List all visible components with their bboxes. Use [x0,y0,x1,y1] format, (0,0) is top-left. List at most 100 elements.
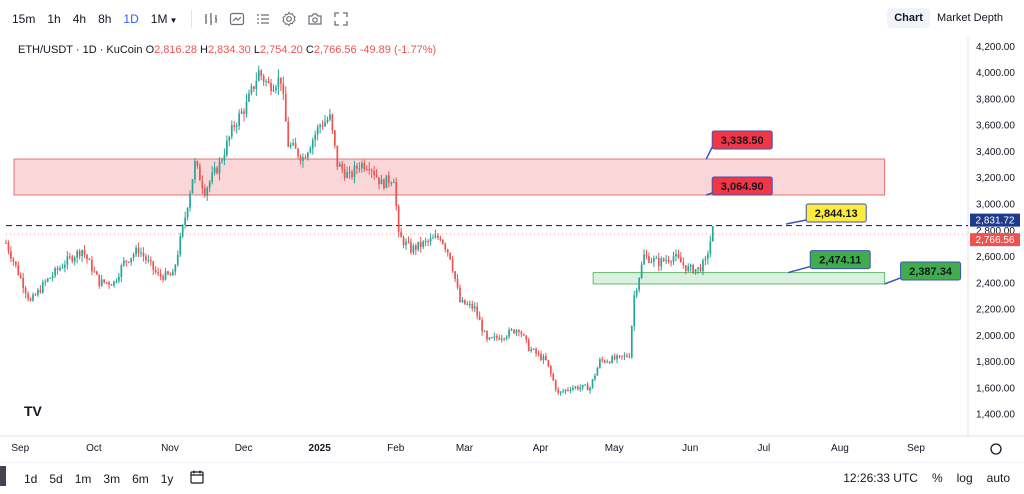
candle-body [417,241,420,250]
candle-body [704,258,707,261]
settings-icon[interactable] [276,8,302,30]
candle-body [292,143,294,145]
tab-market-depth[interactable]: Market Depth [936,12,1003,24]
candle-body [270,82,272,92]
high-label: H [200,44,208,56]
candle-body [333,130,336,146]
range-1y[interactable]: 1y [160,471,174,486]
candle-body [287,121,290,147]
callout-pointer [705,146,713,160]
candle-body [670,261,672,263]
candle-body [542,356,545,361]
toolbar-divider [191,10,193,28]
calendar-range-icon[interactable] [189,469,205,488]
compare-icon[interactable] [250,8,276,30]
y-tick-label: 3,000.00 [976,200,1015,211]
range-1d[interactable]: 1d [24,471,38,486]
candle-body [341,164,344,170]
range-3m[interactable]: 3m [103,471,121,486]
candle-body [697,267,699,270]
candle-body [113,281,115,286]
callout-box [711,176,773,196]
y-tick-label: 2,800.00 [976,226,1015,237]
candle-body [304,157,307,159]
candle-body [184,217,187,226]
interval-1m[interactable]: 1M ▼ [147,9,182,29]
candle-body [164,271,167,280]
candle-body [655,257,658,259]
y-tick-label: 2,400.00 [976,278,1015,289]
candle-body [103,279,106,283]
candle-body [527,339,530,352]
candle-body [645,254,648,256]
range-1m[interactable]: 1m [74,471,92,486]
candle-body [66,256,69,265]
candle-body [488,337,491,340]
candle-body [91,259,93,272]
candle-body [530,349,533,352]
candle-body [405,241,407,246]
x-tick-label: Dec [235,443,253,454]
candle-body [294,143,297,149]
x-tick-label: Apr [533,443,549,454]
y-tick-label: 4,200.00 [976,42,1015,53]
candle-body [199,165,201,181]
candle-body [216,167,218,174]
axis-settings-icon[interactable] [990,443,1002,455]
chart-type-icon[interactable] [198,8,224,30]
candle-body [383,179,385,189]
candle-body [476,306,479,316]
candle-body [88,259,91,261]
candle-body [532,348,535,350]
price-axis-badge-label: 2,831.72 [976,216,1015,227]
x-tick-label: Aug [831,443,849,454]
interval-8h[interactable]: 8h [98,12,112,26]
candle-body [93,271,96,273]
candle-body [157,271,160,274]
indicators-icon[interactable] [224,8,250,30]
candle-body [319,125,321,128]
interval-15m[interactable]: 15m [12,12,36,26]
candle-body [689,264,692,267]
candle-body [486,331,488,340]
log-toggle[interactable]: log [956,471,973,485]
candle-body [657,257,660,267]
x-tick-label: Mar [456,443,474,454]
candle-body [127,261,130,263]
candle-body [353,165,356,178]
range-6m[interactable]: 6m [132,471,149,486]
candle-body [540,353,542,361]
interval-1h[interactable]: 1h [47,12,61,26]
open-label: O [145,44,155,56]
tab-chart[interactable]: Chart [887,8,930,28]
candle-body [351,171,353,178]
percent-toggle[interactable]: % [931,471,943,485]
candle-body [169,274,172,276]
candle-body [329,114,331,120]
callout-label: 2,844.13 [815,208,858,220]
candle-body [208,181,211,188]
price-chart[interactable]: 4,200.00 4,000.00 3,800.00 3,600.00 3,400.00… [0,38,1024,462]
interval-1d[interactable]: 1D [123,12,139,26]
candle-body [648,255,650,263]
utc-time[interactable]: 12:26:33 UTC [843,471,918,485]
callout-box [805,203,867,223]
candle-body [125,260,128,262]
y-tick-label: 3,600.00 [976,121,1015,132]
candle-body [346,172,348,178]
close-value: 2,766.56 [313,44,357,56]
screenshot-icon[interactable] [302,8,328,30]
candle-body [584,384,587,386]
candle-body [363,163,366,170]
candle-body [427,240,429,242]
range-5d[interactable]: 5d [49,471,63,486]
candle-body [257,70,260,81]
auto-toggle[interactable]: auto [986,471,1010,485]
interval-4h[interactable]: 4h [72,12,87,26]
candle-body [682,262,685,266]
fullscreen-icon[interactable] [328,8,354,30]
candle-body [419,241,422,247]
candle-body [343,169,346,178]
candle-body [626,355,628,357]
candle-body [616,355,618,360]
